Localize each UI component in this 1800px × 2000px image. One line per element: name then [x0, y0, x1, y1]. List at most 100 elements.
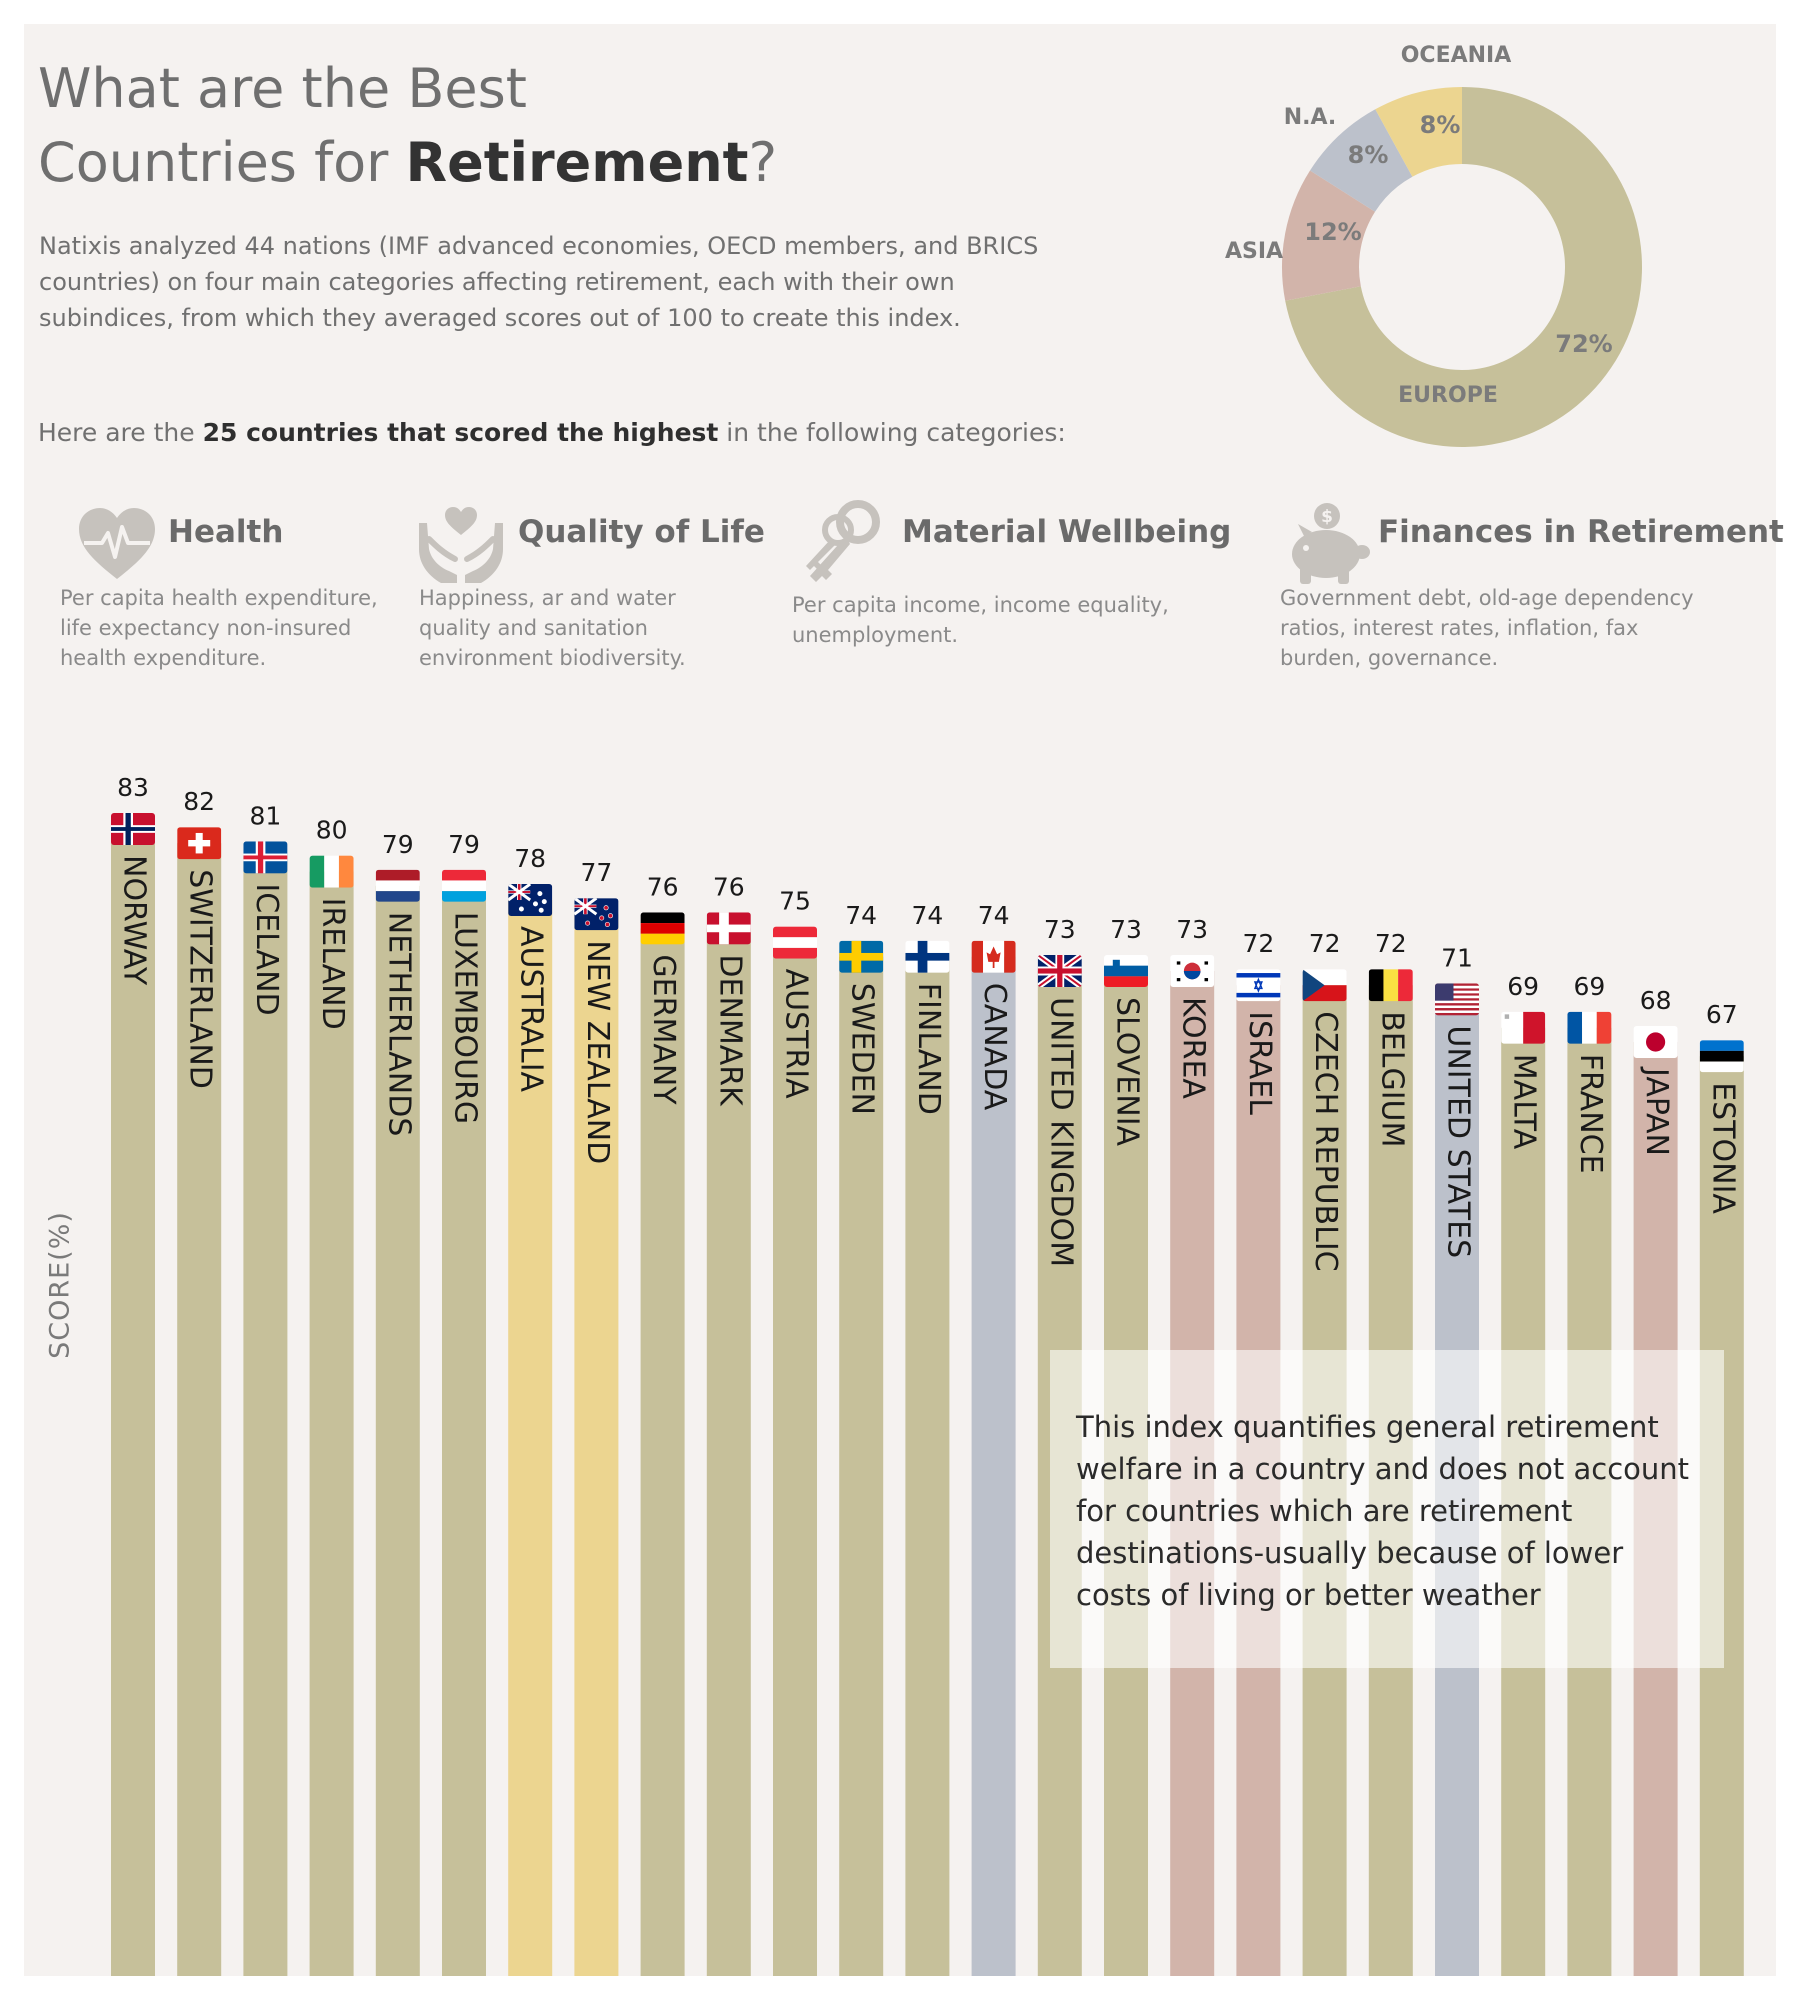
- title-line-2-prefix: Countries for: [38, 131, 406, 194]
- bar-value-label: 74: [911, 901, 943, 930]
- bar-group: 77 NEW ZEALAND: [574, 858, 619, 1977]
- bar-category-label: ISRAEL: [1242, 1011, 1277, 1115]
- category-desc-health: Per capita health expenditure, life expec…: [60, 586, 378, 670]
- svg-text:$: $: [1321, 507, 1333, 527]
- bar-norway: [111, 829, 155, 1976]
- bar-category-label: CZECH REPUBLIC: [1308, 1011, 1343, 1271]
- finland-flag-icon: [905, 940, 950, 973]
- bar-group: 75 AUSTRIA: [773, 887, 817, 1976]
- page-title: What are the Best Countries for Retireme…: [38, 52, 777, 200]
- bar-switzerland: [177, 843, 222, 1977]
- category-title-finances: Finances in Retirement: [1378, 514, 1784, 550]
- bar-austria: [773, 942, 817, 1976]
- bar-iceland: [243, 857, 288, 1976]
- bar-value-label: 69: [1573, 972, 1605, 1001]
- bar-value-label: 73: [1176, 915, 1208, 944]
- bar-denmark: [706, 928, 751, 1976]
- piggy-bank-icon: $: [1292, 503, 1370, 584]
- bar-category-label: MALTA: [1507, 1054, 1542, 1150]
- bar-new-zealand: [574, 914, 619, 1977]
- bar-category-label: SLOVENIA: [1110, 997, 1145, 1147]
- bar-group: 74 CANADA: [971, 901, 1016, 1976]
- bar-value-label: 81: [249, 801, 281, 830]
- donut-slice-asia: [1282, 170, 1376, 301]
- bar-group: 79 LUXEMBOURG: [442, 830, 486, 1976]
- donut-region-label: ASIA: [1225, 239, 1283, 264]
- bar-value-label: 71: [1441, 943, 1473, 972]
- donut-value-label: 8%: [1420, 111, 1461, 139]
- bar-luxembourg: [442, 885, 486, 1976]
- keys-icon: [806, 500, 880, 582]
- norway-flag-icon: [111, 813, 155, 845]
- bar-category-label: DENMARK: [712, 954, 747, 1107]
- bar-category-label: GERMANY: [646, 954, 681, 1105]
- bar-category-label: FRANCE: [1573, 1054, 1608, 1174]
- region-donut-chart: 72% EUROPE 12% ASIA 8% N.A. 8% OCEANIA: [1225, 45, 1642, 447]
- bar-category-label: JAPAN: [1639, 1066, 1674, 1156]
- bar-category-label: CANADA: [977, 983, 1012, 1111]
- bar-ireland: [309, 871, 354, 1976]
- bar-value-label: 83: [117, 773, 149, 802]
- bar-group: 76 GERMANY: [640, 872, 685, 1976]
- bar-group: 83 NORWAY: [111, 773, 155, 1976]
- bar-category-label: UNITED STATES: [1441, 1025, 1476, 1258]
- category-title-health: Health: [168, 514, 284, 550]
- united-kingdom-flag-icon: [1037, 955, 1082, 987]
- category-title-quality-of-life: Quality of Life: [518, 514, 765, 550]
- lead-prefix: Here are the: [38, 418, 203, 447]
- donut-slice-oceania: [1375, 87, 1462, 177]
- czech-republic-flag-icon: [1302, 969, 1347, 1002]
- bar-canada: [971, 956, 1016, 1976]
- bar-value-label: 72: [1375, 929, 1407, 958]
- bar-category-label: LUXEMBOURG: [448, 912, 483, 1124]
- united-states-flag-icon: [1435, 983, 1479, 1016]
- japan-flag-icon: [1633, 1026, 1678, 1058]
- donut-slice-na: [1310, 109, 1413, 212]
- bar-group: 79 NETHERLANDS: [375, 830, 420, 1976]
- bar-value-label: 74: [845, 901, 877, 930]
- bar-value-label: 75: [779, 887, 811, 916]
- bar-category-label: ICELAND: [249, 883, 284, 1015]
- bar-category-label: BELGIUM: [1374, 1011, 1409, 1147]
- iceland-flag-icon: [243, 841, 288, 874]
- switzerland-flag-icon: [177, 827, 222, 860]
- intro-paragraph: Natixis analyzed 44 nations (IMF advance…: [39, 232, 1039, 332]
- austria-flag-icon: [773, 926, 817, 959]
- bar-group: 80 IRELAND: [309, 816, 354, 1976]
- donut-slice-europe: [1285, 87, 1642, 447]
- title-line-2-suffix: ?: [748, 131, 778, 194]
- bar-finland: [905, 956, 950, 1976]
- bar-group: 78 AUSTRALIA: [508, 844, 553, 1976]
- index-note: This index quantifies general retirement…: [1050, 1350, 1724, 1668]
- bar-value-label: 79: [448, 830, 480, 859]
- bar-value-label: 76: [713, 872, 745, 901]
- category-desc-quality-of-life: Happiness, ar and water quality and sanit…: [419, 586, 686, 670]
- donut-value-label: 72%: [1555, 330, 1612, 358]
- donut-value-label: 8%: [1348, 141, 1389, 169]
- luxembourg-flag-icon: [442, 869, 486, 902]
- bar-category-label: ESTONIA: [1705, 1082, 1740, 1214]
- bar-category-label: FINLAND: [911, 983, 946, 1115]
- bar-netherlands: [375, 885, 420, 1976]
- bar-category-label: NETHERLANDS: [381, 912, 416, 1137]
- title-line-2-bold: Retirement: [405, 131, 749, 194]
- bar-value-label: 67: [1706, 1000, 1738, 1029]
- malta-flag-icon: [1501, 1011, 1546, 1044]
- title-line-1: What are the Best: [38, 57, 527, 120]
- bar-value-label: 69: [1507, 972, 1539, 1001]
- slovenia-flag-icon: [1104, 955, 1148, 987]
- bar-category-label: SWEDEN: [845, 983, 880, 1115]
- bar-category-label: NEW ZEALAND: [580, 940, 615, 1164]
- donut-region-label: N.A.: [1284, 105, 1337, 130]
- donut-region-label: OCEANIA: [1401, 45, 1512, 68]
- bar-australia: [508, 900, 553, 1976]
- bar-value-label: 82: [183, 787, 215, 816]
- bar-group: 74 FINLAND: [905, 901, 950, 1976]
- sweden-flag-icon: [839, 940, 884, 973]
- ireland-flag-icon: [309, 855, 354, 888]
- category-desc-finances: Government debt, old-age dependency ratio…: [1280, 586, 1694, 670]
- lead-sentence: Here are the 25 countries that scored th…: [38, 418, 1066, 447]
- bar-sweden: [839, 956, 884, 1976]
- new-zealand-flag-icon: [574, 898, 619, 931]
